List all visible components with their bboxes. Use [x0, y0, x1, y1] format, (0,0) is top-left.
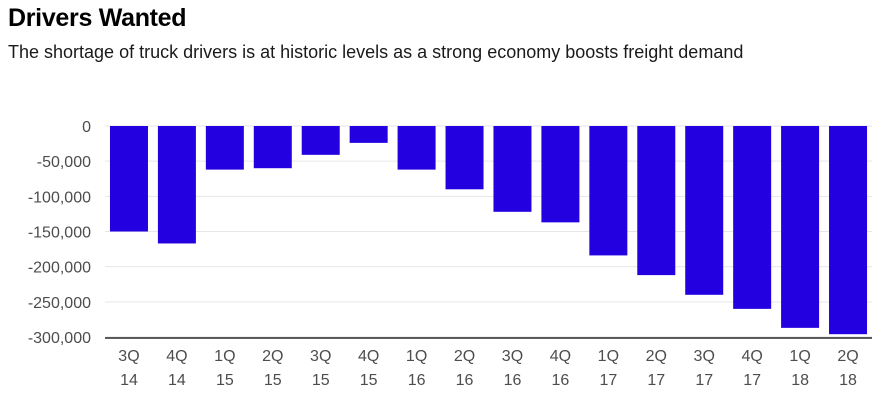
x-axis: 3Q 14 4Q 14 1Q 15 2Q 15 3Q 15 4Q 15 1Q 16 2Q 16 3Q 16 4Q 16… — [105, 337, 872, 389]
x-tick-label: 2Q — [454, 348, 475, 365]
bar — [397, 126, 436, 170]
y-tick-label: -100,000 — [28, 189, 91, 206]
x-tick-label: 14 — [168, 372, 186, 389]
chart-title: Drivers Wanted — [8, 4, 187, 32]
y-tick-label: -300,000 — [28, 330, 91, 347]
x-tick-label: 2Q — [262, 348, 283, 365]
x-tick-label: 4Q — [741, 348, 762, 365]
bar — [349, 126, 388, 143]
x-tick-label: 15 — [312, 372, 330, 389]
x-tick-label: 2Q — [837, 348, 858, 365]
bar — [541, 126, 580, 223]
bar — [685, 126, 724, 295]
x-tick-label: 1Q — [598, 348, 619, 365]
x-tick-label: 15 — [264, 372, 282, 389]
x-tick-label: 17 — [647, 372, 665, 389]
bar — [301, 126, 340, 155]
x-tick-label: 17 — [599, 372, 617, 389]
y-tick-label: 0 — [82, 119, 91, 136]
x-tick-label: 3Q — [694, 348, 715, 365]
x-tick-label: 4Q — [550, 348, 571, 365]
bar — [253, 126, 292, 169]
x-tick-label: 15 — [216, 372, 234, 389]
x-tick-label: 16 — [552, 372, 570, 389]
x-tick-label: 17 — [695, 372, 713, 389]
y-tick-label: -200,000 — [28, 260, 91, 277]
x-tick-label: 3Q — [118, 348, 139, 365]
y-tick-label: -150,000 — [28, 225, 91, 242]
x-tick-label: 3Q — [310, 348, 331, 365]
bar — [829, 126, 868, 335]
bar — [733, 126, 772, 309]
x-tick-label: 16 — [408, 372, 426, 389]
y-axis-tick-labels: 0 -50,000 -100,000 -150,000 -200,000 -250,000… — [28, 119, 91, 347]
x-tick-label: 1Q — [789, 348, 810, 365]
x-tick-label: 1Q — [406, 348, 427, 365]
x-tick-label: 1Q — [214, 348, 235, 365]
y-tick-label: -50,000 — [37, 154, 91, 171]
x-tick-label: 4Q — [358, 348, 379, 365]
x-tick-label: 16 — [456, 372, 474, 389]
bar — [781, 126, 820, 328]
bar — [157, 126, 196, 244]
bar — [445, 126, 484, 190]
x-tick-label: 18 — [791, 372, 809, 389]
x-tick-label: 17 — [743, 372, 761, 389]
bar — [205, 126, 244, 170]
x-tick-label: 3Q — [502, 348, 523, 365]
chart-subtitle: The shortage of truck drivers is at hist… — [8, 42, 744, 62]
x-tick-label: 15 — [360, 372, 378, 389]
bar — [493, 126, 532, 212]
x-tick-label: 16 — [504, 372, 522, 389]
bar — [589, 126, 628, 256]
bars — [109, 126, 868, 335]
x-tick-label: 4Q — [166, 348, 187, 365]
y-tick-label: -250,000 — [28, 295, 91, 312]
x-tick-label: 2Q — [646, 348, 667, 365]
bar — [109, 126, 148, 232]
bar — [637, 126, 676, 276]
x-tick-label: 18 — [839, 372, 857, 389]
x-tick-label: 14 — [120, 372, 138, 389]
